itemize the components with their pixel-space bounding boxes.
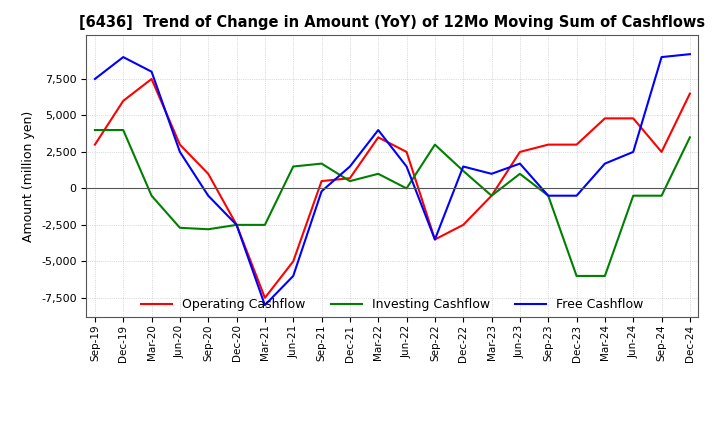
Investing Cashflow <box>289 164 297 169</box>
Line: Investing Cashflow: Investing Cashflow <box>95 130 690 276</box>
Investing Cashflow <box>346 179 354 184</box>
Investing Cashflow <box>91 128 99 133</box>
Operating Cashflow <box>657 149 666 154</box>
Operating Cashflow <box>629 116 637 121</box>
Free Cashflow <box>516 161 524 166</box>
Operating Cashflow <box>402 149 411 154</box>
Investing Cashflow <box>572 273 581 279</box>
Free Cashflow <box>487 171 496 176</box>
Operating Cashflow <box>148 76 156 81</box>
Operating Cashflow <box>91 142 99 147</box>
Investing Cashflow <box>261 222 269 227</box>
Free Cashflow <box>431 237 439 242</box>
Operating Cashflow <box>204 171 212 176</box>
Line: Free Cashflow: Free Cashflow <box>95 54 690 305</box>
Investing Cashflow <box>204 227 212 232</box>
Free Cashflow <box>600 161 609 166</box>
Operating Cashflow <box>233 222 241 227</box>
Investing Cashflow <box>148 193 156 198</box>
Investing Cashflow <box>176 225 184 231</box>
Investing Cashflow <box>233 222 241 227</box>
Free Cashflow <box>261 302 269 308</box>
Title: [6436]  Trend of Change in Amount (YoY) of 12Mo Moving Sum of Cashflows: [6436] Trend of Change in Amount (YoY) o… <box>79 15 706 30</box>
Free Cashflow <box>204 193 212 198</box>
Free Cashflow <box>374 128 382 133</box>
Operating Cashflow <box>572 142 581 147</box>
Free Cashflow <box>233 222 241 227</box>
Operating Cashflow <box>346 176 354 181</box>
Investing Cashflow <box>600 273 609 279</box>
Y-axis label: Amount (million yen): Amount (million yen) <box>22 110 35 242</box>
Operating Cashflow <box>261 295 269 301</box>
Free Cashflow <box>289 273 297 279</box>
Free Cashflow <box>402 164 411 169</box>
Investing Cashflow <box>685 135 694 140</box>
Free Cashflow <box>629 149 637 154</box>
Line: Operating Cashflow: Operating Cashflow <box>95 79 690 298</box>
Investing Cashflow <box>544 193 552 198</box>
Free Cashflow <box>318 189 326 194</box>
Investing Cashflow <box>657 193 666 198</box>
Free Cashflow <box>119 55 127 60</box>
Free Cashflow <box>346 164 354 169</box>
Free Cashflow <box>572 193 581 198</box>
Operating Cashflow <box>289 259 297 264</box>
Investing Cashflow <box>402 186 411 191</box>
Operating Cashflow <box>544 142 552 147</box>
Operating Cashflow <box>176 142 184 147</box>
Free Cashflow <box>544 193 552 198</box>
Investing Cashflow <box>318 161 326 166</box>
Operating Cashflow <box>600 116 609 121</box>
Free Cashflow <box>685 51 694 57</box>
Operating Cashflow <box>374 135 382 140</box>
Operating Cashflow <box>431 237 439 242</box>
Investing Cashflow <box>374 171 382 176</box>
Operating Cashflow <box>487 193 496 198</box>
Investing Cashflow <box>431 142 439 147</box>
Free Cashflow <box>176 149 184 154</box>
Investing Cashflow <box>459 168 467 173</box>
Legend: Operating Cashflow, Investing Cashflow, Free Cashflow: Operating Cashflow, Investing Cashflow, … <box>136 293 649 316</box>
Investing Cashflow <box>119 128 127 133</box>
Operating Cashflow <box>119 98 127 103</box>
Free Cashflow <box>459 164 467 169</box>
Free Cashflow <box>148 69 156 74</box>
Operating Cashflow <box>318 179 326 184</box>
Operating Cashflow <box>685 91 694 96</box>
Operating Cashflow <box>459 222 467 227</box>
Investing Cashflow <box>487 193 496 198</box>
Operating Cashflow <box>516 149 524 154</box>
Investing Cashflow <box>516 171 524 176</box>
Investing Cashflow <box>629 193 637 198</box>
Free Cashflow <box>91 76 99 81</box>
Free Cashflow <box>657 55 666 60</box>
